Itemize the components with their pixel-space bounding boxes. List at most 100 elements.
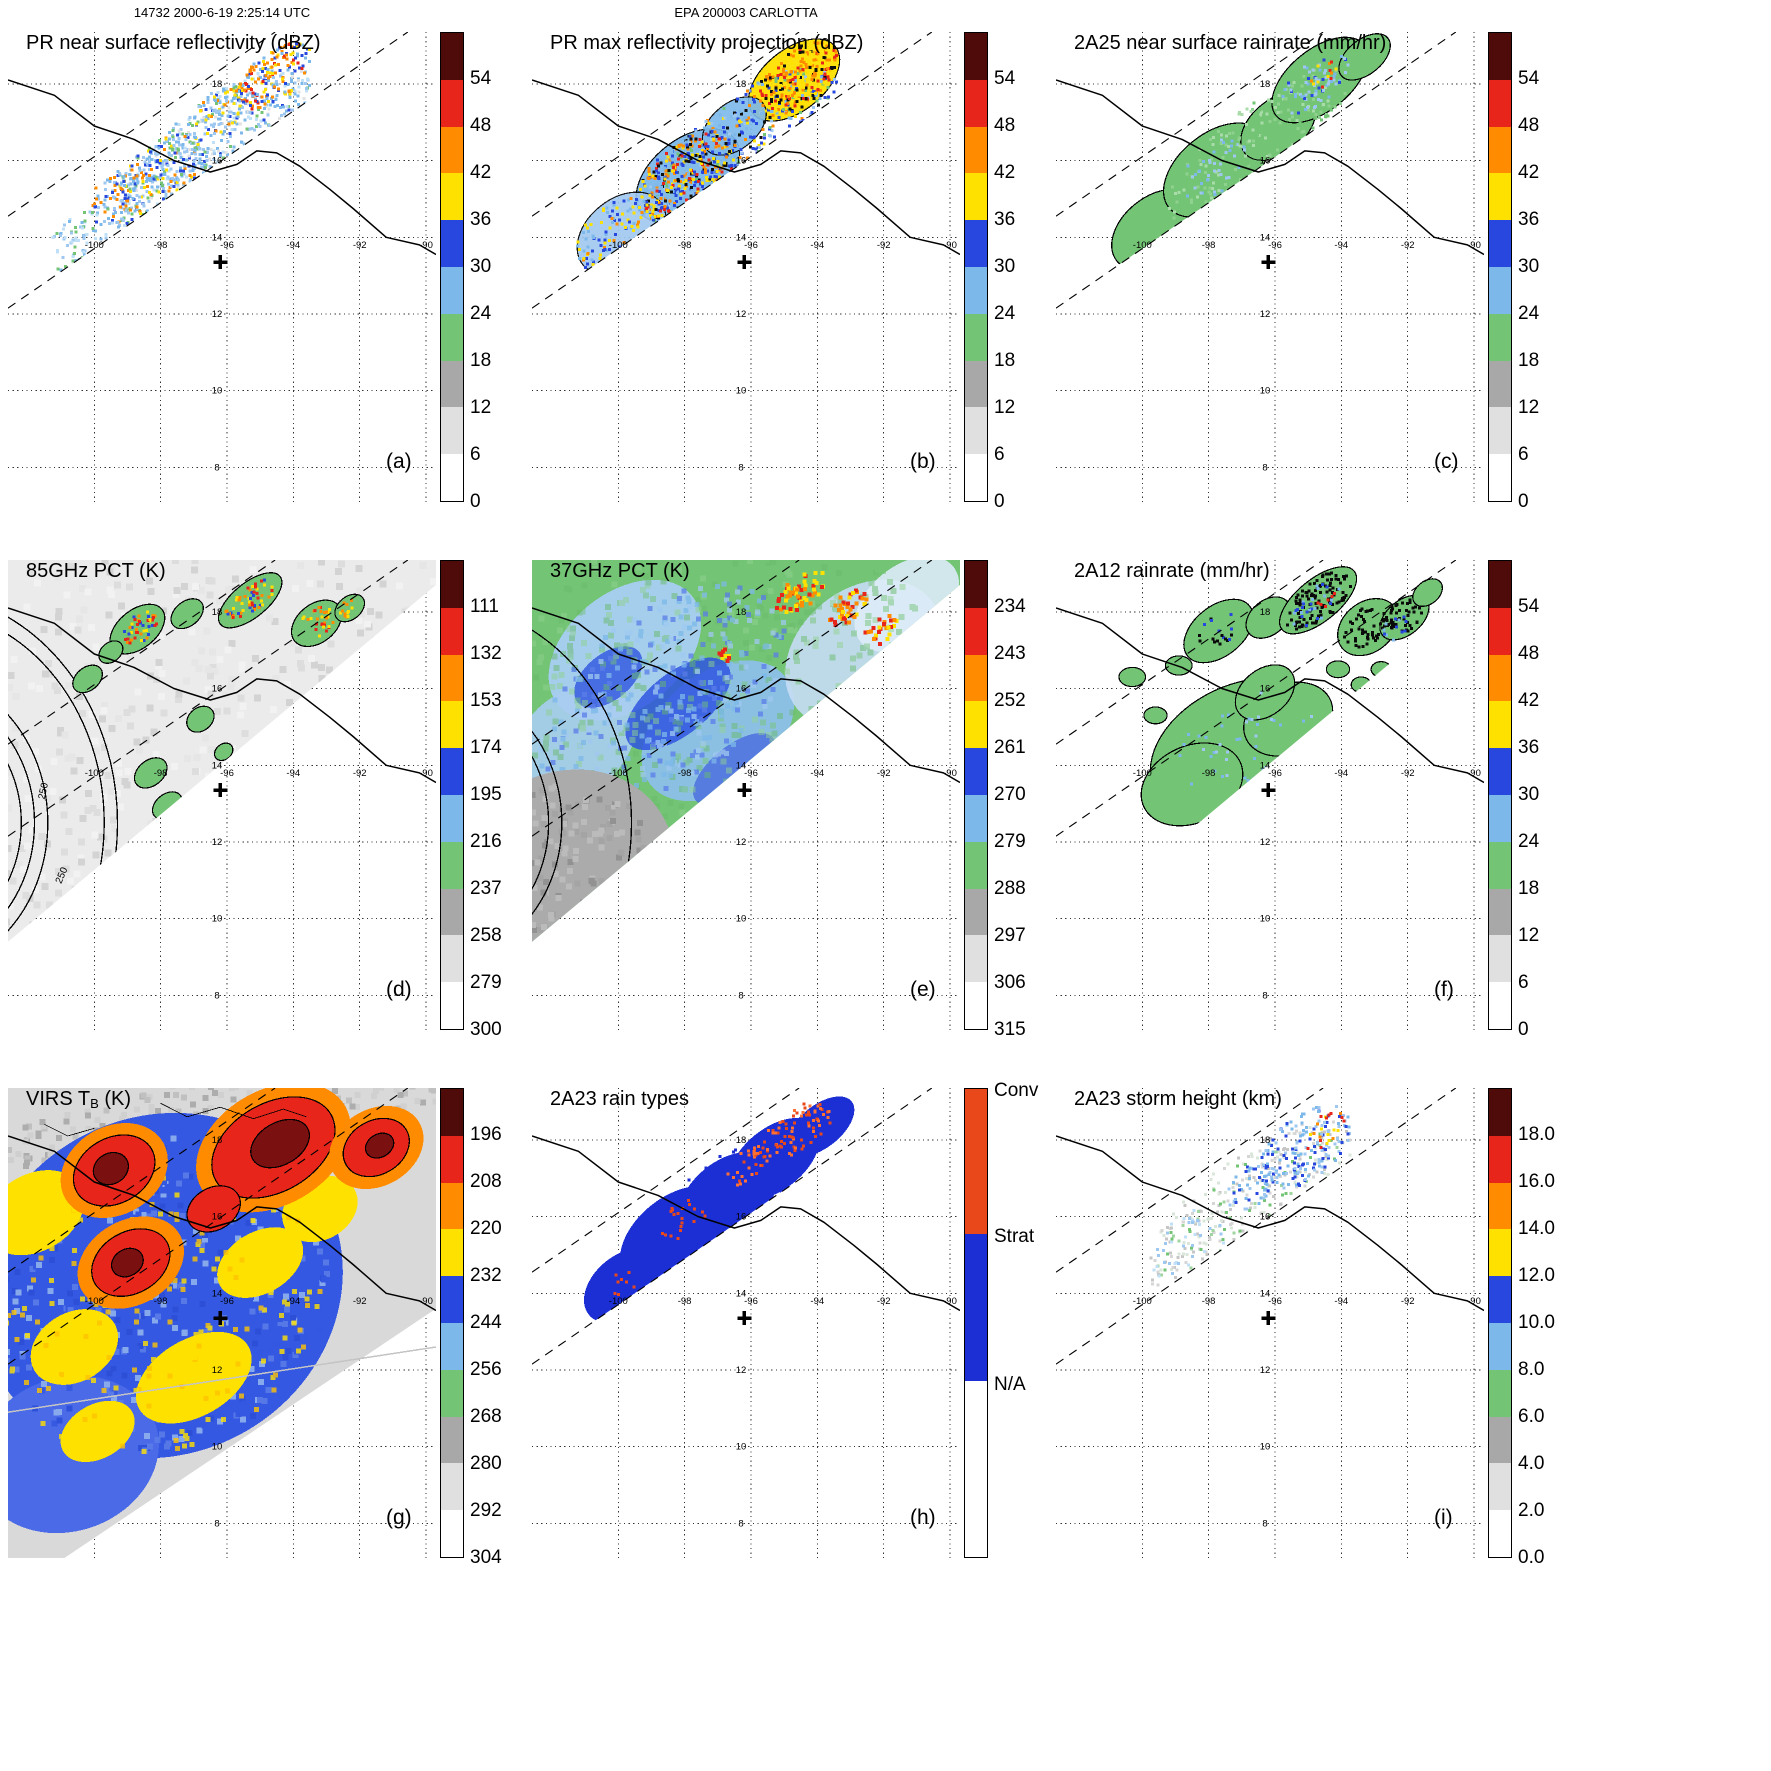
svg-text:16: 16 [736, 156, 747, 167]
svg-text:10: 10 [212, 914, 223, 925]
colorbar-tick-label: 12.0 [1518, 1265, 1555, 1286]
colorbar-ticks-b: 54 48 42 36 30 24 18 12 6 0 [994, 32, 1048, 518]
colorbar-g [440, 1088, 464, 1558]
colorbar-segment [965, 454, 987, 501]
colorbar-segment [965, 935, 987, 983]
colorbar-segment [441, 79, 463, 127]
colorbar-tick-label: 30 [1518, 784, 1540, 805]
svg-text:18: 18 [736, 79, 747, 90]
colorbar-tick-label: 220 [470, 1218, 502, 1239]
colorbar-segment [965, 654, 987, 702]
svg-text:10: 10 [1260, 386, 1271, 397]
colorbar-tick-label: 48 [994, 115, 1016, 136]
colorbar-tick-label: 6 [470, 444, 481, 465]
colorbar-a [440, 32, 464, 502]
svg-text:12: 12 [736, 309, 747, 320]
svg-text:14: 14 [736, 232, 747, 243]
map-svg-b: -100 -98 -96 -94 -92 -90 18 16 14 12 10 8 [532, 32, 960, 502]
colorbar-tick-label: 111 [470, 596, 499, 617]
colorbar-segment [441, 173, 463, 221]
colorbar-segment [441, 982, 463, 1029]
colorbar-segment [441, 561, 463, 608]
colorbar-segment [965, 173, 987, 221]
colorbar-segment [1489, 1135, 1511, 1183]
panel-title-text: PR near surface reflectivity (dBZ) [26, 32, 321, 54]
colorbar-segment [1489, 654, 1511, 702]
colorbar-tick-label: 36 [1518, 209, 1540, 230]
colorbar-segment [1489, 79, 1511, 127]
colorbar-tick-label: 256 [470, 1359, 502, 1380]
panel-f: -100 -98 -96 -94 -92 -90 18 16 14 12 10 8 2A12 rain… [1048, 552, 1572, 1080]
colorbar-segment [441, 1182, 463, 1230]
colorbar-ticks-a: 54 48 42 36 30 24 18 12 6 0 [470, 32, 524, 518]
colorbar-tick-label: 0 [1518, 491, 1529, 512]
colorbar-segment [441, 935, 463, 983]
colorbar-tick-label: 174 [470, 737, 502, 758]
colorbar-segment [1489, 220, 1511, 267]
svg-text:-92: -92 [353, 768, 367, 779]
colorbar-segment [441, 654, 463, 702]
colorbar-segment [441, 701, 463, 749]
colorbar-tick-label: 6 [1518, 972, 1529, 993]
svg-text:-90: -90 [943, 240, 957, 251]
colorbar-tick-label: 36 [1518, 737, 1540, 758]
colorbar-tick-label: 2.0 [1518, 1500, 1545, 1521]
panel-grid: -100 -98 -96 -94 -92 -90 18 16 14 12 10 8 PR near s… [0, 24, 1572, 1608]
colorbar-tick-label: 36 [470, 209, 492, 230]
svg-text:-90: -90 [419, 768, 433, 779]
panel-g: -100 -98 -96 -94 -92 -90 18 16 14 12 10 8 VIRS TB (… [0, 1080, 524, 1608]
colorbar-segment [965, 794, 987, 842]
colorbar-tick-label: 54 [994, 68, 1016, 89]
colorbar-tick-label: 48 [470, 115, 492, 136]
colorbar-segment [441, 126, 463, 174]
colorbar-tick-label: 54 [1518, 68, 1540, 89]
colorbar-segment [1489, 888, 1511, 936]
colorbar-tick-label: 6 [1518, 444, 1529, 465]
colorbar-tick-label: 216 [470, 831, 502, 852]
colorbar-tick-label: 24 [1518, 303, 1540, 324]
colorbar-e [964, 560, 988, 1030]
colorbar-segment [441, 1135, 463, 1183]
colorbar-segment [965, 360, 987, 408]
colorbar-tick-label: 16.0 [1518, 1171, 1555, 1192]
svg-text:-98: -98 [1202, 240, 1216, 251]
colorbar-segment [1489, 794, 1511, 842]
colorbar-segment [1489, 1276, 1511, 1323]
colorbar-segment [1489, 1229, 1511, 1277]
colorbar-segment [1489, 1510, 1511, 1557]
colorbar-tick-label: 288 [994, 878, 1026, 899]
colorbar-segment [965, 888, 987, 936]
panel-title-f: 2A12 rainrate (mm/hr) [1074, 560, 1270, 583]
colorbar-segment [965, 266, 987, 314]
colorbar-segment [965, 33, 987, 80]
colorbar-tick-label: 6 [994, 444, 1005, 465]
panel-letter-f: (f) [1434, 978, 1454, 1001]
colorbar-category-label: N/A [994, 1373, 1026, 1395]
svg-text:16: 16 [212, 684, 223, 695]
colorbar-tick-label: 0 [994, 491, 1005, 512]
colorbar-tick-label: 306 [994, 972, 1026, 993]
colorbar-tick-label: 12 [1518, 925, 1540, 946]
colorbar-ticks-h: Conv Strat N/A [994, 1080, 1048, 1574]
colorbar-segment [441, 33, 463, 80]
svg-text:14: 14 [1260, 232, 1271, 243]
colorbar-tick-label: 24 [1518, 831, 1540, 852]
svg-text:16: 16 [1260, 156, 1271, 167]
colorbar-segment [441, 266, 463, 314]
colorbar-segment [441, 1322, 463, 1370]
colorbar-tick-label: 0 [470, 491, 481, 512]
colorbar-tick-label: 54 [1518, 596, 1540, 617]
colorbar-tick-label: 42 [1518, 690, 1540, 711]
colorbar-segment [1489, 701, 1511, 749]
panel-i: -100 -98 -96 -94 -92 -90 18 16 14 12 10 8 2A23 stor… [1048, 1080, 1572, 1608]
panel-letter-b: (b) [910, 450, 936, 473]
colorbar-b [964, 32, 988, 502]
colorbar-segment [965, 561, 987, 608]
colorbar-i [1488, 1088, 1512, 1558]
panel-title-sub: B [90, 1096, 99, 1111]
colorbar-segment [1489, 266, 1511, 314]
